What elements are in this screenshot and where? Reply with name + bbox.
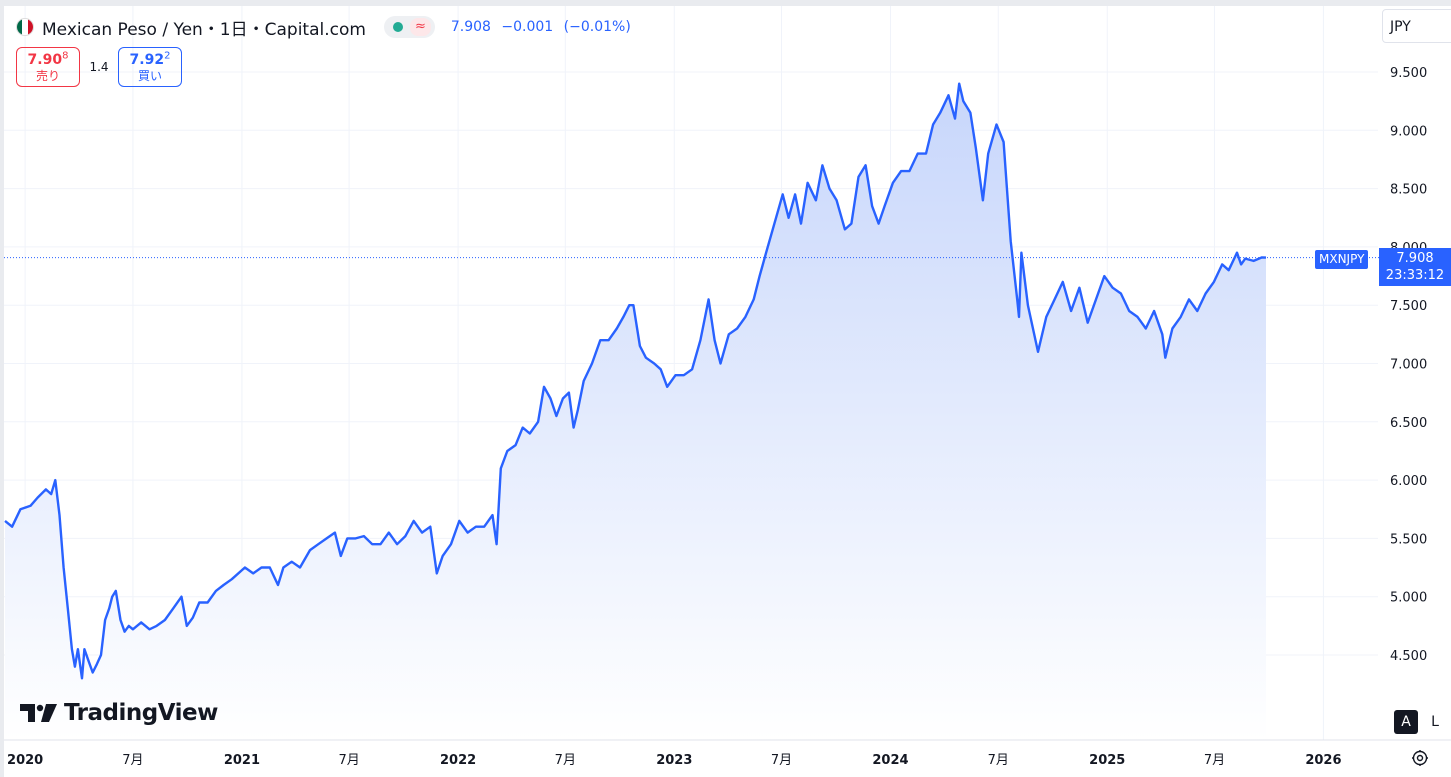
price-tick-label: 7.000 — [1390, 358, 1427, 373]
mexico-flag-icon — [16, 18, 34, 36]
price-tick-label: 9.000 — [1390, 124, 1427, 139]
time-tick-label: 2021 — [224, 753, 260, 768]
time-tick-label: 7月 — [338, 753, 359, 768]
time-tick-label: 2025 — [1089, 753, 1125, 768]
buy-button[interactable]: 7.922 買い — [118, 47, 182, 87]
time-tick-label: 2026 — [1305, 753, 1341, 768]
tradingview-logo[interactable]: TradingView — [20, 700, 218, 726]
price-tick-label: 5.500 — [1390, 532, 1427, 547]
last-price-tag-value: 7.908 — [1396, 251, 1434, 266]
price-tick-label: 7.500 — [1390, 299, 1427, 314]
time-tick-label: 7月 — [122, 753, 143, 768]
bar-countdown: 23:33:12 — [1385, 268, 1445, 283]
spread-value: 1.4 — [89, 60, 109, 74]
left-border — [0, 0, 4, 777]
price-tick-label: 9.500 — [1390, 66, 1427, 81]
gear-icon[interactable] — [1410, 748, 1430, 768]
price-tick-label: 4.500 — [1390, 649, 1427, 664]
auto-scale-button[interactable]: A — [1394, 710, 1418, 734]
time-tick-label: 2024 — [872, 753, 908, 768]
price-tick-label: 5.000 — [1390, 591, 1427, 606]
currency-select[interactable]: JPY — [1382, 9, 1451, 43]
tradingview-logo-icon — [20, 704, 57, 722]
log-scale-button[interactable]: L — [1431, 714, 1439, 730]
top-border — [0, 0, 1451, 6]
symbol-legend[interactable]: Mexican Peso / Yen・1日・Capital.com ≈ 7.90… — [16, 14, 637, 40]
sell-price: 7.90 — [27, 52, 63, 68]
time-tick-label: 2022 — [440, 753, 476, 768]
legend-last-price: 7.908 — [450, 19, 491, 35]
buy-label: 買い — [137, 69, 162, 83]
market-status-pill[interactable]: ≈ — [383, 16, 435, 38]
price-tick-label: 6.500 — [1390, 416, 1427, 431]
price-tick-label: 8.500 — [1390, 183, 1427, 198]
time-tick-label: 7月 — [771, 753, 792, 768]
time-axis[interactable]: 2020 7月 2021 7月 2022 7月 2023 7月 2024 7月 2025 7月 2026 — [7, 753, 1342, 768]
delay-icon: ≈ — [409, 18, 431, 36]
price-axis[interactable]: 4.5005.0005.5006.0006.5007.0007.5008.000… — [1390, 66, 1427, 664]
legend-change: −0.001 — [501, 19, 554, 35]
buy-price: 7.92 — [129, 52, 165, 68]
buy-price-pip: 2 — [164, 50, 171, 62]
trade-quote-row: 7.908 売り 1.4 7.922 買い — [16, 47, 182, 87]
symbol-price-label: MXNJPY — [1315, 250, 1369, 269]
price-area-fill — [5, 83, 1266, 740]
sell-price-pip: 8 — [62, 50, 69, 62]
time-tick-label: 2020 — [7, 753, 43, 768]
last-price-tag: 7.908 23:33:12 — [1379, 248, 1451, 286]
sell-label: 売り — [35, 69, 60, 83]
time-tick-label: 7月 — [988, 753, 1009, 768]
legend-change-percent: (−0.01%) — [563, 19, 631, 35]
market-open-dot-icon — [392, 22, 403, 32]
legend-values: 7.908 −0.001 (−0.01%) — [451, 19, 637, 35]
time-tick-label: 2023 — [656, 753, 692, 768]
price-line — [4, 82, 1267, 680]
time-tick-label: 7月 — [1204, 753, 1225, 768]
tradingview-logo-text: TradingView — [64, 700, 218, 726]
symbol-title[interactable]: Mexican Peso / Yen・1日・Capital.com — [42, 19, 366, 40]
time-tick-label: 7月 — [555, 753, 576, 768]
price-tick-label: 6.000 — [1390, 474, 1427, 489]
sell-button[interactable]: 7.908 売り — [16, 47, 80, 87]
